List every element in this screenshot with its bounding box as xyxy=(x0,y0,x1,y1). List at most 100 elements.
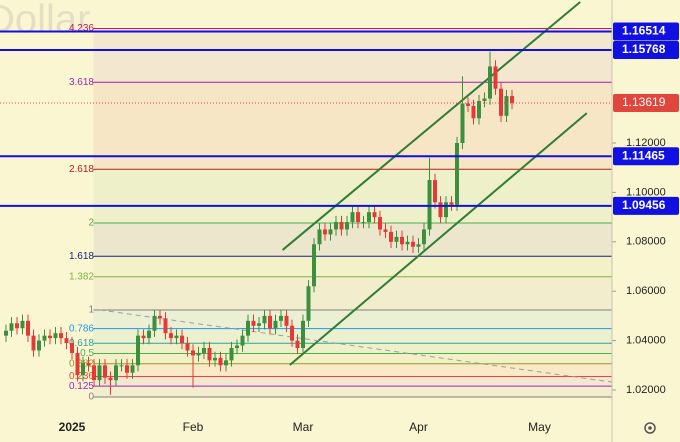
fib-band xyxy=(93,256,612,277)
price-tag xyxy=(613,147,679,166)
candle-body xyxy=(279,315,283,321)
fib-band xyxy=(93,328,612,344)
candle-body xyxy=(323,229,327,235)
candle-body xyxy=(141,335,146,339)
candle-body xyxy=(334,222,338,230)
candle-body xyxy=(81,362,85,376)
candle-body xyxy=(493,66,498,89)
candle-body xyxy=(416,244,421,247)
candle-body xyxy=(290,325,294,341)
candle-body xyxy=(251,320,256,326)
candle-body xyxy=(356,212,360,223)
candle-body xyxy=(191,350,195,356)
candle-body xyxy=(37,340,41,351)
candle-body xyxy=(15,323,19,329)
fib-band xyxy=(93,353,612,364)
candle-body xyxy=(389,231,393,242)
candle-body xyxy=(152,315,157,331)
candle-body xyxy=(405,241,410,245)
candle-body xyxy=(312,244,316,287)
candle-body xyxy=(372,212,377,218)
candle-body xyxy=(499,88,503,116)
candle-body xyxy=(196,352,201,356)
candle-body xyxy=(345,222,349,230)
candle-body xyxy=(59,333,63,339)
last-price-tag xyxy=(613,94,679,113)
trend-line xyxy=(289,112,588,366)
candle-body xyxy=(202,348,206,353)
candle-body xyxy=(224,360,228,366)
candle-body xyxy=(70,343,74,353)
fib-label: 1.618 xyxy=(69,251,94,262)
y-tick-label: 1.10000 xyxy=(626,186,666,198)
fib-band xyxy=(93,386,612,397)
candle-body xyxy=(185,343,190,351)
price-tag xyxy=(613,22,679,41)
x-tick-label: Apr xyxy=(409,420,428,434)
candle-body xyxy=(306,286,311,321)
candle-body xyxy=(510,96,514,104)
candle-body xyxy=(378,217,382,230)
candle-body xyxy=(422,229,426,245)
candle-body xyxy=(207,348,212,361)
candle-body xyxy=(477,101,481,119)
fib-label: 0.125 xyxy=(69,381,94,392)
fib-label: 1 xyxy=(88,305,94,316)
candle-body xyxy=(64,338,69,344)
candle-body xyxy=(163,318,168,334)
candle-body xyxy=(147,330,151,339)
candle-body xyxy=(466,103,470,106)
fib-label: 4.236 xyxy=(69,23,94,34)
fib-label: 2.618 xyxy=(69,164,94,175)
fib-band xyxy=(93,82,612,170)
candle-body xyxy=(444,202,448,218)
price-tag-label: 1.15768 xyxy=(622,42,666,56)
x-tick-label: Mar xyxy=(293,420,314,434)
settings-icon[interactable] xyxy=(644,422,656,434)
candle-body xyxy=(339,222,344,230)
candle-body xyxy=(350,212,355,223)
candle-body xyxy=(427,180,432,230)
candle-body xyxy=(240,335,245,346)
candle-body xyxy=(367,212,371,223)
candle-body xyxy=(328,229,333,235)
candle-body xyxy=(86,362,91,366)
candle-body xyxy=(400,236,404,245)
candle-body xyxy=(20,320,25,329)
candle-body xyxy=(273,320,278,329)
candle-body xyxy=(455,143,459,205)
candle-body xyxy=(433,180,437,203)
candle-body xyxy=(48,335,52,339)
fib-label: 1.382 xyxy=(69,271,94,282)
watermark: Dollar xyxy=(0,0,90,42)
fib-label: 0.236 xyxy=(69,371,94,382)
fib-label: 3.618 xyxy=(69,77,94,88)
y-tick-label: 1.06000 xyxy=(626,285,666,297)
fib-band xyxy=(93,363,612,377)
price-tag-label: 1.11465 xyxy=(622,148,665,162)
candle-body xyxy=(125,365,129,373)
candle-body xyxy=(119,365,124,367)
candle-body xyxy=(174,335,179,339)
candle-body xyxy=(229,348,234,361)
candle-body xyxy=(438,202,443,218)
candle-body xyxy=(257,323,261,326)
fib-label: 0.618 xyxy=(69,338,94,349)
candle-body xyxy=(26,320,30,336)
candle-body xyxy=(75,352,80,376)
candle-body xyxy=(92,365,96,381)
candle-body xyxy=(235,345,239,349)
candle-body xyxy=(295,340,300,349)
fib-band xyxy=(93,309,612,329)
candle-body xyxy=(169,333,173,339)
fib-band xyxy=(93,343,612,354)
candle-body xyxy=(460,103,465,144)
candle-body xyxy=(504,96,509,116)
plot: 4.236 3.618 2.618 2 1.618 1.382 1 0.786 0.6180.5… xyxy=(0,1,679,434)
candle-body xyxy=(53,333,58,339)
last-price-label: 1.13619 xyxy=(622,95,666,109)
candle-body xyxy=(31,335,36,351)
price-tag-label: 1.16514 xyxy=(622,24,666,38)
fib-label: 0.5 xyxy=(80,348,94,359)
candle-body xyxy=(301,320,305,349)
